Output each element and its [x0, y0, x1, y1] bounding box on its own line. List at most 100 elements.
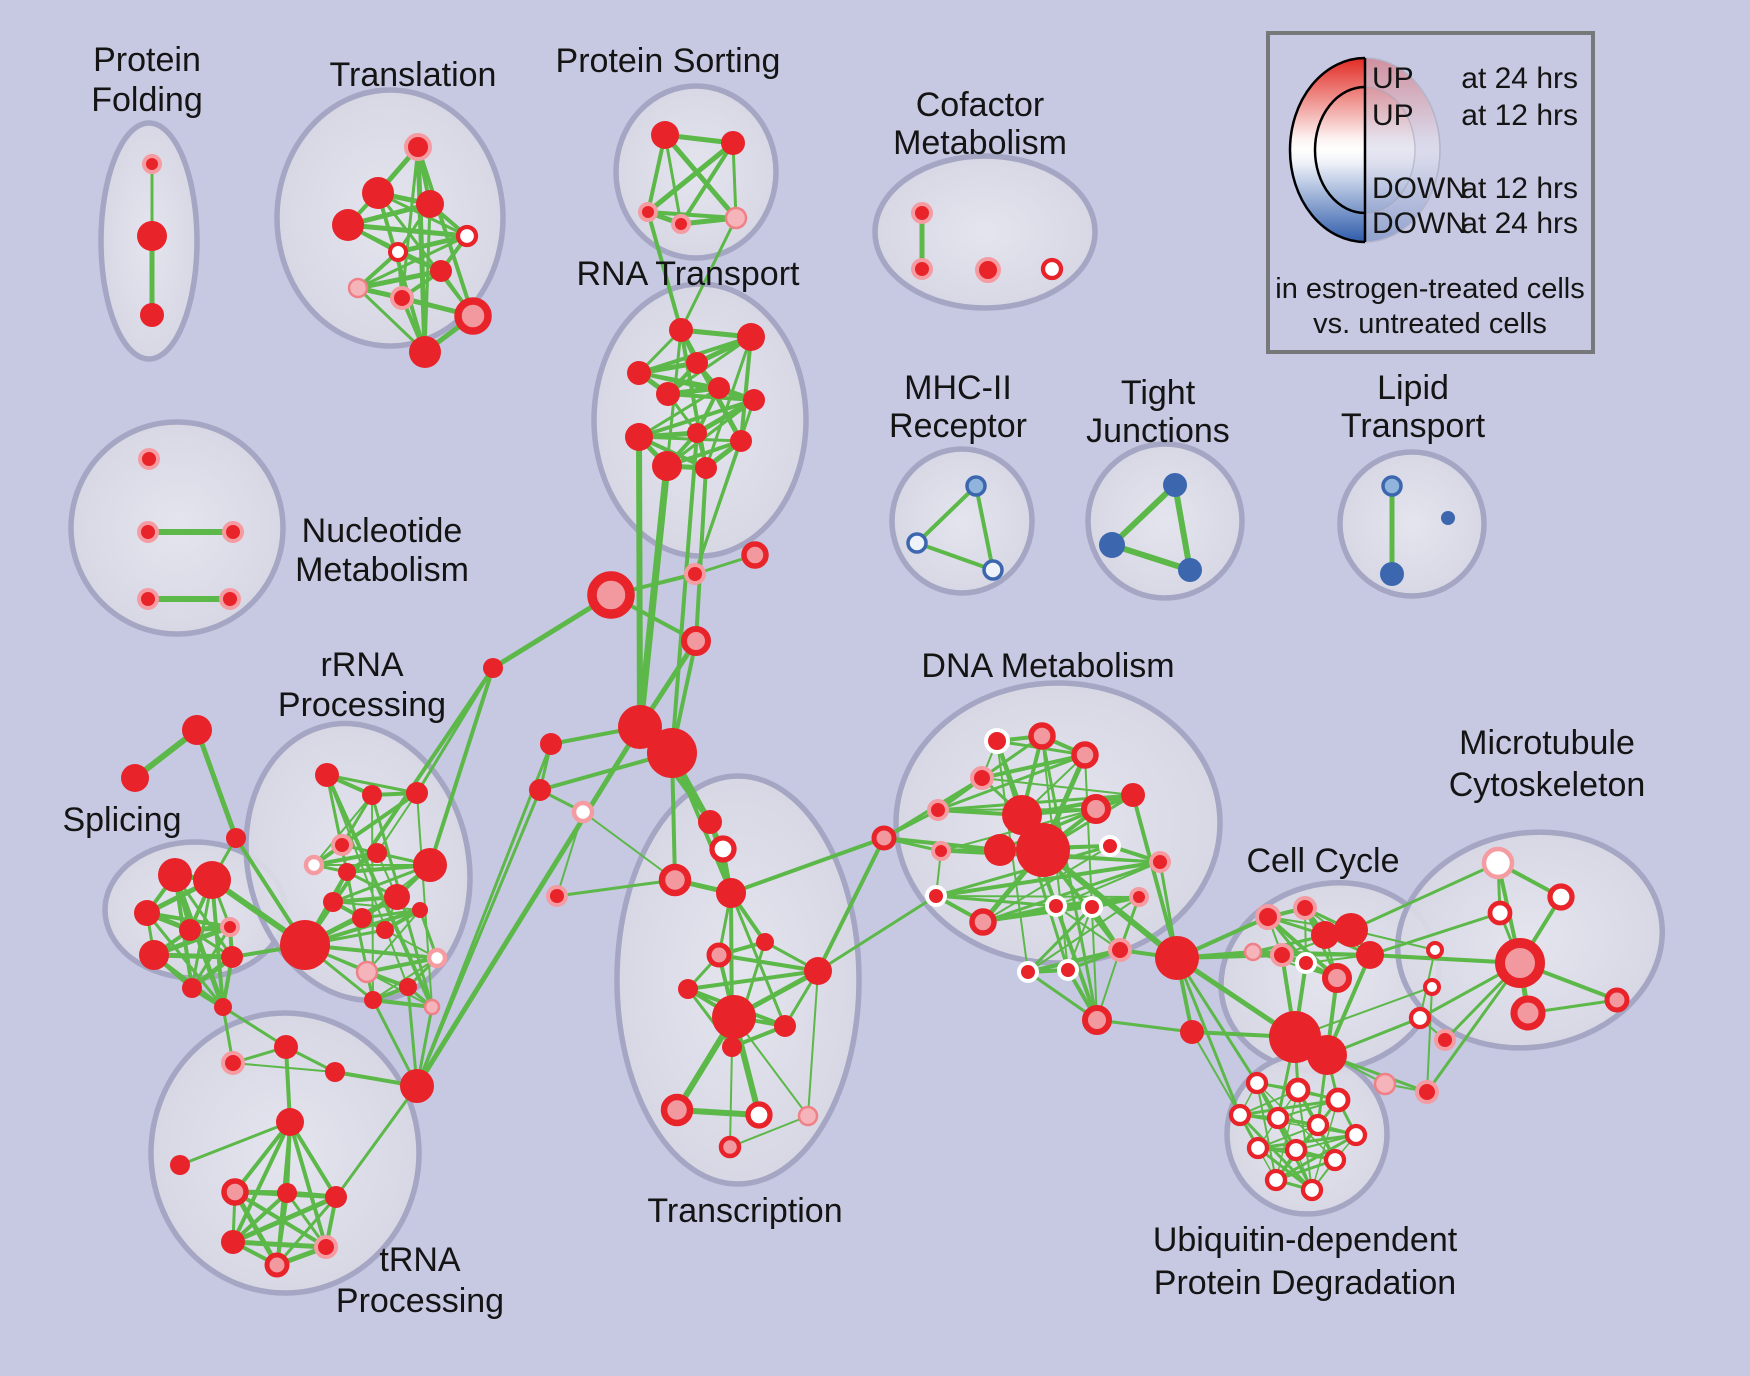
- node-x4: [529, 779, 551, 801]
- node-cf2: [975, 257, 1001, 283]
- node-dm8: [1099, 835, 1121, 857]
- node-mt4: [1423, 978, 1441, 996]
- cluster-lipid-transport: [1337, 449, 1487, 599]
- node-ub10: [1264, 1168, 1288, 1192]
- node-rr17: [423, 998, 441, 1016]
- node-rr4: [303, 854, 325, 876]
- edge: [376, 191, 427, 354]
- edge: [637, 386, 721, 439]
- node-tr0: [698, 810, 722, 834]
- node-tn3: [221, 1178, 249, 1206]
- node-mt5: [1408, 1006, 1432, 1030]
- edge: [221, 1005, 288, 1049]
- node-rr0: [315, 763, 339, 787]
- edge: [935, 895, 1140, 898]
- node-sp6: [221, 946, 243, 968]
- node-n2: [222, 521, 244, 543]
- cluster-label-trna-processing-line2: Processing: [336, 1282, 504, 1320]
- node-m1: [906, 532, 928, 554]
- cluster-label-tight-junctions-line1: Tight: [1121, 374, 1196, 412]
- edge: [415, 666, 495, 795]
- edge: [646, 210, 738, 220]
- node-rr7: [413, 848, 447, 882]
- edge: [729, 1115, 809, 1148]
- node-ch1: [741, 541, 769, 569]
- edge: [376, 792, 418, 854]
- cluster-label-lipid-transport-line2: Transport: [1341, 407, 1486, 445]
- edge: [366, 909, 421, 973]
- legend-footer-line2: vs. untreated cells: [1313, 308, 1547, 340]
- node-tn7: [314, 1235, 338, 1259]
- node-rr12: [412, 902, 428, 918]
- edge: [416, 792, 433, 1008]
- cluster-cofactor-metabolism: [872, 153, 1098, 311]
- node-n0: [138, 448, 160, 470]
- edge: [172, 872, 226, 1010]
- node-ub11: [1300, 1178, 1324, 1202]
- cluster-label-cell-cycle: Cell Cycle: [1246, 842, 1399, 880]
- node-trl: [546, 885, 568, 907]
- node-ub8: [1284, 1138, 1308, 1162]
- edge: [1131, 793, 1179, 960]
- node-tj2: [1178, 558, 1202, 582]
- edge: [693, 439, 743, 576]
- node-dm2: [1071, 741, 1099, 769]
- edge: [646, 210, 683, 332]
- node-cc5: [1243, 942, 1263, 962]
- node-cf1: [911, 258, 933, 280]
- cluster-label-protein-folding-line2: Folding: [91, 81, 203, 119]
- node-dm16: [1017, 961, 1039, 983]
- node-ub0: [1245, 1071, 1269, 1095]
- node-dm12: [1045, 895, 1067, 917]
- node-rt6: [743, 389, 765, 411]
- legend-direction-1: UP: [1372, 62, 1414, 95]
- node-rt4: [656, 382, 680, 406]
- node-pf2: [140, 303, 164, 327]
- node-tn1: [274, 1035, 298, 1059]
- node-ps2: [638, 202, 658, 222]
- node-chb: [587, 571, 635, 619]
- node-rt2: [686, 352, 708, 374]
- node-sp2: [134, 900, 160, 926]
- edge: [233, 1120, 292, 1194]
- edge: [1040, 847, 1180, 961]
- node-sp1: [193, 861, 231, 899]
- node-mt0: [1481, 846, 1515, 880]
- cluster-label-rrna-processing-line1: rRNA: [320, 646, 403, 684]
- node-n1: [137, 521, 159, 543]
- node-dm17: [1057, 959, 1079, 981]
- node-rr2: [406, 782, 428, 804]
- cluster-mhc-ii-receptor: [889, 446, 1035, 596]
- edge: [275, 1195, 338, 1267]
- node-rr13: [426, 947, 448, 969]
- edge: [428, 666, 495, 867]
- edge: [1095, 1018, 1194, 1034]
- node-tnl: [170, 1155, 190, 1175]
- edge: [662, 132, 739, 221]
- edge: [704, 335, 753, 470]
- edge: [365, 956, 439, 974]
- edge: [423, 202, 432, 354]
- node-ps4: [724, 206, 748, 230]
- node-ps1: [721, 131, 745, 155]
- node-cf3: [1040, 257, 1064, 281]
- edge: [582, 811, 676, 881]
- node-tn6: [221, 1230, 245, 1254]
- edge: [981, 777, 1134, 796]
- edge: [1172, 482, 1193, 573]
- edge: [1311, 1099, 1339, 1191]
- node-dm15: [1108, 938, 1132, 962]
- edge: [325, 773, 434, 1009]
- cluster-tight-junctions: [1085, 441, 1245, 601]
- node-pf0: [142, 154, 162, 174]
- cluster-label-protein-sorting: Protein Sorting: [556, 42, 781, 80]
- cluster-label-mhc-ii-receptor-line1: MHC-II: [904, 369, 1012, 407]
- cluster-label-cofactor-metabolism-line1: Cofactor: [916, 86, 1045, 124]
- node-lt2: [1441, 511, 1455, 525]
- node-t5: [388, 242, 408, 262]
- node-mt3: [1426, 941, 1444, 959]
- edge: [313, 794, 373, 866]
- node-sp3: [179, 919, 201, 941]
